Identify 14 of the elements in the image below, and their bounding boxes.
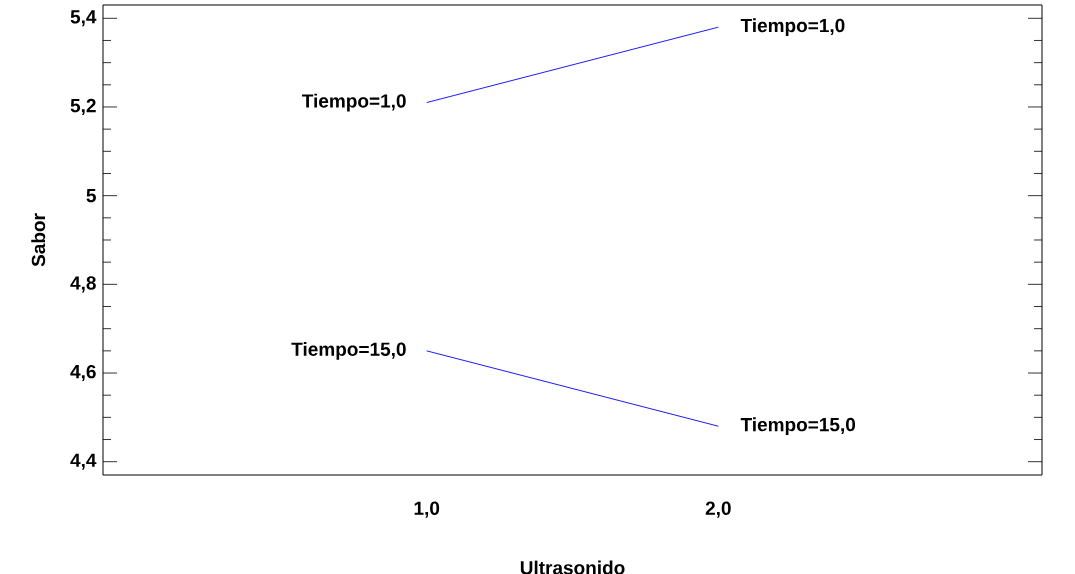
series-label: Tiempo=1,0	[301, 93, 406, 112]
series-label: Tiempo=15,0	[291, 341, 406, 360]
y-axis-title: Sabor	[31, 213, 46, 267]
y-tick-label: 5	[86, 189, 96, 203]
y-tick-label: 4,8	[70, 276, 96, 293]
x-tick-label: 2,0	[705, 501, 731, 518]
y-tick-label: 4,6	[70, 364, 96, 382]
y-tick-label: 4,4	[70, 453, 97, 470]
text: Tiempo=1,0	[740, 18, 845, 37]
x-axis-title: Ultrasonido	[520, 560, 625, 574]
y-tick-label: 5,4	[70, 10, 97, 27]
text: Tiempo=15,0	[740, 417, 856, 436]
x-tick-label: 1,0	[414, 501, 440, 518]
y-tick-label: 5,2	[70, 98, 96, 116]
